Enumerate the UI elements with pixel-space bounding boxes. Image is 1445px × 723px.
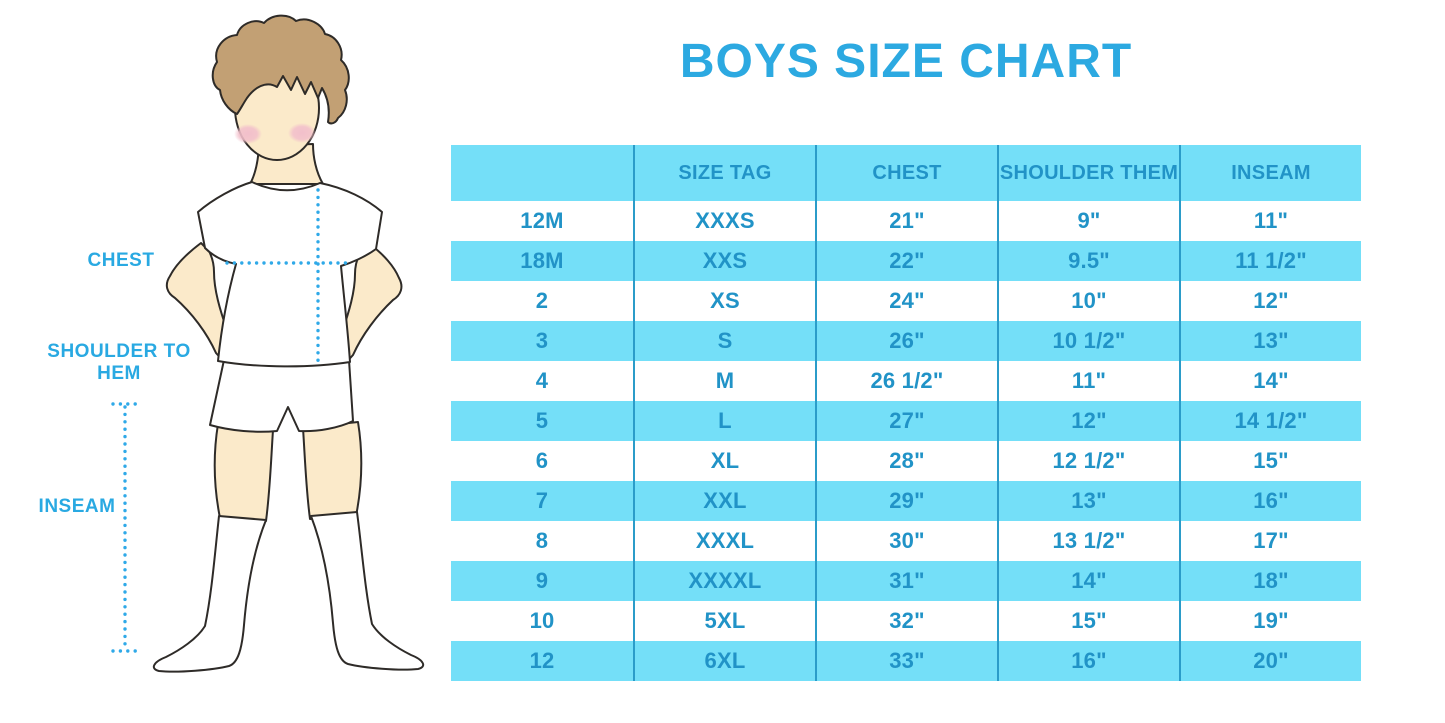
value-cell: 10" bbox=[997, 281, 1179, 321]
value-cell: 15" bbox=[1179, 441, 1361, 481]
header-cell bbox=[451, 145, 633, 201]
table-row: 7 XXL 29" 13" 16" bbox=[451, 481, 1361, 521]
value-cell: 17" bbox=[1179, 521, 1361, 561]
value-cell: 18" bbox=[1179, 561, 1361, 601]
value-cell: 13 1/2" bbox=[997, 521, 1179, 561]
header-cell: CHEST bbox=[815, 145, 997, 201]
shoulder-to-hem-label: SHOULDER TO HEM bbox=[47, 341, 191, 384]
right-sock bbox=[310, 511, 425, 671]
value-cell: 33" bbox=[815, 641, 997, 681]
size-label-cell: 12 bbox=[529, 648, 555, 673]
left-arm bbox=[165, 242, 228, 365]
table-row: 2 XS 24" 10" 12" bbox=[451, 281, 1361, 321]
value-cell: 13" bbox=[1179, 321, 1361, 361]
value-cell: XXL bbox=[633, 481, 815, 521]
size-label-cell: 6 bbox=[535, 448, 549, 473]
value-cell: 32" bbox=[815, 601, 997, 641]
value-cell: 28" bbox=[815, 441, 997, 481]
value-cell: 11" bbox=[1179, 201, 1361, 241]
value-cell: 20" bbox=[1179, 641, 1361, 681]
value-cell: XXXXL bbox=[633, 561, 815, 601]
value-cell: 26" bbox=[815, 321, 997, 361]
t-shirt bbox=[197, 181, 383, 368]
header-cell: SIZE TAG bbox=[633, 145, 815, 201]
table-row: 5 L 27" 12" 14 1/2" bbox=[451, 401, 1361, 441]
value-cell: 9" bbox=[997, 201, 1179, 241]
value-cell: 14" bbox=[1179, 361, 1361, 401]
size-label-cell: 7 bbox=[535, 488, 549, 513]
value-cell: 12 1/2" bbox=[997, 441, 1179, 481]
table-row: 3 S 26" 10 1/2" 13" bbox=[451, 321, 1361, 361]
value-cell: 26 1/2" bbox=[815, 361, 997, 401]
value-cell: XXXL bbox=[633, 521, 815, 561]
value-cell: 13" bbox=[997, 481, 1179, 521]
size-table-header: SIZE TAG CHEST SHOULDER THEM INSEAM bbox=[451, 145, 1361, 201]
value-cell: 12" bbox=[997, 401, 1179, 441]
hair bbox=[211, 14, 350, 125]
left-cheek bbox=[234, 124, 262, 144]
header-cell: SHOULDER THEM bbox=[997, 145, 1179, 201]
value-cell: 16" bbox=[997, 641, 1179, 681]
left-sock bbox=[152, 515, 267, 673]
value-cell: XXXS bbox=[633, 201, 815, 241]
right-leg bbox=[302, 421, 363, 520]
table-row: 12M XXXS 21" 9" 11" bbox=[451, 201, 1361, 241]
value-cell: 12" bbox=[1179, 281, 1361, 321]
value-cell: 31" bbox=[815, 561, 997, 601]
size-table-rows: 12M XXXS 21" 9" 11" 18M XXS 22" 9.5" 11 1/2" 2 XS 24… bbox=[451, 201, 1361, 681]
value-cell: 29" bbox=[815, 481, 997, 521]
inseam-label: INSEAM bbox=[38, 496, 116, 517]
size-table: SIZE TAG CHEST SHOULDER THEM INSEAM 12M XXXS… bbox=[451, 145, 1361, 681]
value-cell: 14" bbox=[997, 561, 1179, 601]
value-cell: L bbox=[633, 401, 815, 441]
right-cheek bbox=[288, 123, 316, 143]
value-cell: 27" bbox=[815, 401, 997, 441]
value-cell: 6XL bbox=[633, 641, 815, 681]
value-cell: 5XL bbox=[633, 601, 815, 641]
size-label-cell: 5 bbox=[535, 408, 549, 433]
right-arm bbox=[341, 244, 403, 367]
value-cell: 21" bbox=[815, 201, 997, 241]
value-cell: 22" bbox=[815, 241, 997, 281]
table-row: 6 XL 28" 12 1/2" 15" bbox=[451, 441, 1361, 481]
value-cell: XS bbox=[633, 281, 815, 321]
size-label-cell: 2 bbox=[535, 288, 549, 313]
size-label-cell: 12M bbox=[520, 208, 564, 233]
value-cell: 19" bbox=[1179, 601, 1361, 641]
value-cell: 24" bbox=[815, 281, 997, 321]
size-label-cell: 3 bbox=[535, 328, 549, 353]
table-row: 10 5XL 32" 15" 19" bbox=[451, 601, 1361, 641]
value-cell: 10 1/2" bbox=[997, 321, 1179, 361]
size-label-cell: 9 bbox=[535, 568, 549, 593]
table-row: 9 XXXXL 31" 14" 18" bbox=[451, 561, 1361, 601]
size-label-cell: 8 bbox=[535, 528, 549, 553]
shorts bbox=[209, 359, 354, 433]
boy-illustration bbox=[111, 14, 425, 673]
value-cell: 15" bbox=[997, 601, 1179, 641]
value-cell: 16" bbox=[1179, 481, 1361, 521]
value-cell: 9.5" bbox=[997, 241, 1179, 281]
value-cell: 11 1/2" bbox=[1179, 241, 1361, 281]
size-label-cell: 4 bbox=[535, 368, 549, 393]
value-cell: M bbox=[633, 361, 815, 401]
header-cell: INSEAM bbox=[1179, 145, 1361, 201]
value-cell: S bbox=[633, 321, 815, 361]
size-label-cell: 10 bbox=[529, 608, 555, 633]
value-cell: 30" bbox=[815, 521, 997, 561]
table-row: 8 XXXL 30" 13 1/2" 17" bbox=[451, 521, 1361, 561]
left-leg bbox=[213, 423, 274, 522]
size-label-cell: 18M bbox=[520, 248, 564, 273]
table-row: 18M XXS 22" 9.5" 11 1/2" bbox=[451, 241, 1361, 281]
value-cell: 11" bbox=[997, 361, 1179, 401]
chest-label: CHEST bbox=[87, 250, 155, 271]
value-cell: XL bbox=[633, 441, 815, 481]
value-cell: 14 1/2" bbox=[1179, 401, 1361, 441]
table-row: 12 6XL 33" 16" 20" bbox=[451, 641, 1361, 681]
value-cell: XXS bbox=[633, 241, 815, 281]
page-title: BOYS SIZE CHART bbox=[679, 35, 1133, 88]
table-row: 4 M 26 1/2" 11" 14" bbox=[451, 361, 1361, 401]
